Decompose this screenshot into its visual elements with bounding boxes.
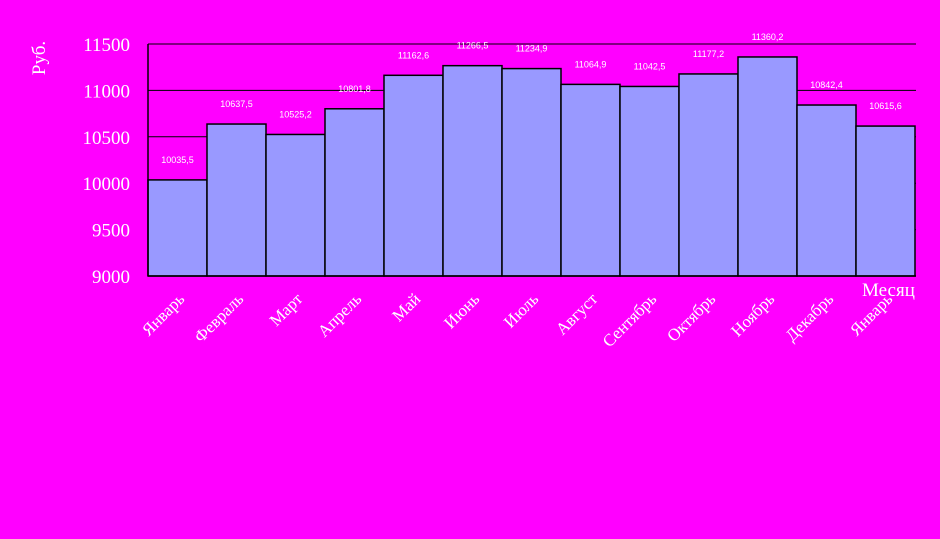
bar [147,179,208,277]
y-tick-labels: 9000 9500 10000 10500 11000 11500 [83,35,131,288]
data-label: 11234,9 [516,44,548,54]
bar [324,108,385,277]
x-axis-title: Месяц [862,280,915,301]
bar [442,64,503,277]
data-label: 10035,5 [161,155,194,165]
x-tick-label: Август [552,289,602,339]
data-label: 10801,8 [338,84,371,94]
data-label: 10637,5 [220,99,253,109]
x-tick-label: Октябрь [663,289,719,345]
data-label: 11042,5 [634,61,666,71]
data-labels: 10035,5 10637,5 10525,2 10801,8 11162,6 11266… [161,32,902,165]
bar [855,125,916,277]
data-label: 11360,2 [752,32,784,42]
bar [619,85,680,277]
x-tick-label: Декабрь [782,289,838,345]
data-label: 11064,9 [575,59,607,69]
y-tick-label: 11000 [83,81,130,102]
x-tick-label: Февраль [190,289,247,346]
data-label: 11177,2 [693,49,724,59]
x-tick-labels: Январь Февраль Март Апрель Май Июнь Июль Август… [138,289,896,351]
data-label: 11266,5 [457,41,489,51]
bar [265,133,326,277]
y-axis-title: Руб. [29,41,50,75]
data-label: 10615,6 [869,101,902,111]
data-label: 11162,6 [398,50,429,60]
data-label: 10525,2 [279,109,312,119]
data-label: 10842,4 [810,80,843,90]
y-tick-label: 11500 [83,35,130,56]
x-tick-label: Май [388,289,424,325]
bars [147,56,916,277]
y-tick-label: 10500 [83,128,131,149]
x-tick-label: Июнь [440,289,483,332]
bar [678,73,739,277]
bar [560,83,621,277]
bar [383,74,444,277]
x-tick-label: Ноябрь [727,289,778,340]
bar [206,123,267,277]
bar [737,56,798,277]
y-tick-label: 10000 [83,174,131,195]
x-tick-label: Март [266,289,307,330]
axes [147,44,916,277]
x-tick-label: Июль [500,289,542,331]
x-tick-label: Апрель [314,289,366,341]
x-tick-label: Сентябрь [599,289,661,351]
bar [796,104,857,277]
y-tick-label: 9000 [92,267,130,288]
y-tick-label: 9500 [92,221,130,242]
bar [501,67,562,277]
x-tick-label: Январь [138,289,188,339]
